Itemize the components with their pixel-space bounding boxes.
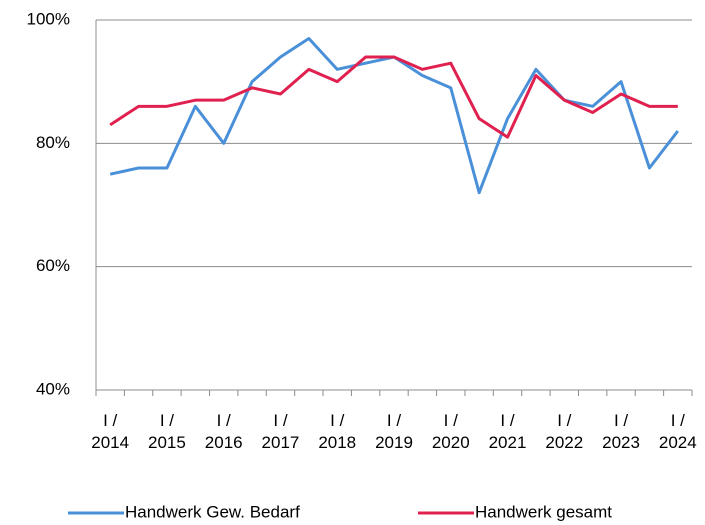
x-tick-label: I / 2015 [148,411,186,452]
legend-label: Handwerk Gew. Bedarf [125,502,300,521]
x-tick-label: I / 2022 [545,411,584,452]
x-tick-label: I / 2019 [375,411,413,452]
x-tick-label: I / 2016 [204,411,243,452]
x-tick-label: I / 2023 [602,411,640,452]
y-tick-label: 80% [36,133,70,152]
y-tick-label: 40% [36,379,70,398]
legend-label: Handwerk gesamt [475,502,612,521]
y-tick-label: 100% [27,9,70,28]
x-tick-label: I / 2017 [261,411,300,452]
line-series [109,37,679,195]
y-tick-label: 60% [36,256,70,275]
x-tick-label: I / 2018 [318,411,357,452]
x-tick-label: I / 2024 [658,411,697,452]
line-series [109,55,678,139]
x-tick-label: I / 2021 [488,411,527,452]
x-tick-label: I / 2014 [91,411,130,452]
x-tick-label: I / 2020 [431,411,470,452]
